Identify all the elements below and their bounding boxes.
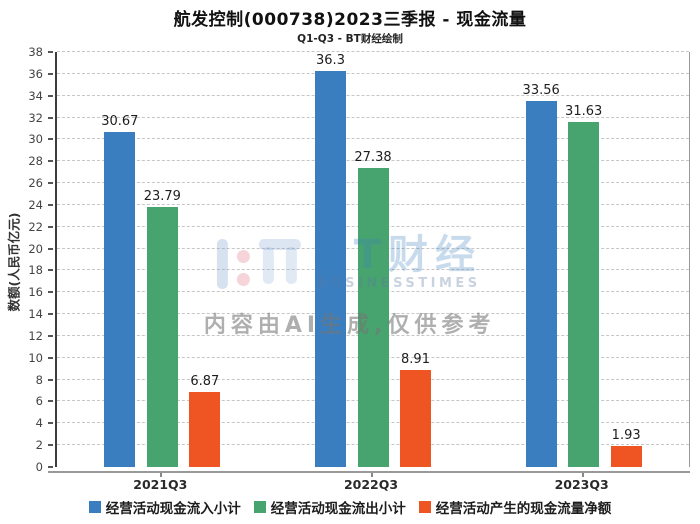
y-tick-mark	[48, 422, 53, 425]
legend-swatch-icon	[88, 501, 101, 513]
x-tick-label: 2023Q3	[554, 477, 609, 492]
gridline	[57, 51, 689, 52]
bar-value-label: 1.93	[611, 427, 641, 443]
x-axis-line	[48, 471, 690, 477]
bar-value-label: 23.79	[143, 189, 181, 205]
y-tick-mark	[48, 225, 53, 228]
legend: 经营活动现金流入小计 经营活动现金流出小计 经营活动产生的现金流量净额	[0, 497, 700, 517]
y-tick-label: 24	[28, 197, 43, 212]
legend-item: 经营活动产生的现金流量净额	[418, 497, 612, 517]
bar-value-label: 6.87	[190, 373, 220, 389]
y-axis: 0 2 4 6 8 10 12 14 16 18 20 22 24 26 28 30 32 34 36 38	[0, 45, 53, 474]
y-tick-label: 32	[28, 110, 43, 125]
legend-item: 经营活动现金流出小计	[253, 497, 406, 517]
y-tick-mark	[48, 247, 53, 250]
watermark-logo-row: BT财经 BUSINESSTIMES	[217, 235, 482, 291]
y-tick-label: 26	[28, 176, 43, 191]
x-tick-mark	[160, 473, 163, 477]
bt-logo-icon	[217, 237, 302, 289]
bar	[315, 70, 346, 467]
y-tick-mark	[48, 313, 53, 316]
x-tick-mark	[581, 473, 584, 477]
y-tick-mark	[48, 334, 53, 337]
y-tick-label: 10	[28, 350, 43, 365]
y-tick-label: 36	[28, 66, 43, 81]
legend-swatch-icon	[418, 501, 431, 513]
y-tick-label: 2	[35, 438, 43, 453]
legend-label: 经营活动产生的现金流量净额	[435, 501, 612, 517]
bar	[525, 100, 557, 467]
chart-subtitle: Q1-Q3 - BT财经绘制	[297, 33, 403, 45]
y-tick-label: 6	[35, 394, 43, 409]
y-tick-label: 14	[28, 307, 43, 322]
y-tick-label: 38	[28, 45, 43, 59]
bar-value-label: 31.63	[565, 103, 603, 119]
gridline	[57, 160, 689, 162]
x-axis-labels: 2021Q3 2022Q3 2023Q3	[55, 477, 687, 495]
bar	[189, 391, 221, 467]
y-tick-mark	[48, 182, 53, 185]
y-tick-label: 34	[28, 88, 43, 103]
plot-area: BT财经 BUSINESSTIMES 内容由AI生成,仅供参考 30.67 23.…	[55, 51, 690, 467]
y-tick-mark	[48, 160, 53, 163]
y-tick-label: 12	[28, 328, 43, 343]
bar-value-label: 8.91	[401, 351, 430, 367]
chart-title: 航发控制(000738)2023三季报 - 现金流量	[173, 10, 527, 30]
y-tick-label: 28	[28, 154, 43, 169]
logo-bar-shape	[217, 239, 229, 289]
bar-value-label: 27.38	[354, 149, 392, 165]
y-tick-mark	[48, 94, 53, 97]
legend-item: 经营活动现金流入小计	[88, 497, 241, 517]
y-tick-mark	[48, 378, 53, 381]
y-tick-label: 18	[28, 263, 43, 278]
y-tick-label: 0	[35, 460, 43, 474]
y-tick-mark	[48, 356, 53, 359]
logo-pi-shape	[259, 239, 302, 289]
gridline	[57, 72, 689, 74]
bar-value-label: 36.3	[316, 52, 345, 68]
x-tick-label: 2021Q3	[133, 477, 188, 492]
legend-label: 经营活动现金流入小计	[105, 501, 241, 517]
x-tick-mark	[371, 473, 373, 477]
y-tick-label: 20	[28, 241, 43, 256]
bar	[357, 167, 389, 467]
bar	[400, 369, 431, 467]
bar	[104, 132, 136, 467]
y-tick-label: 16	[28, 285, 43, 300]
gridline	[57, 116, 689, 118]
y-tick-mark	[48, 72, 53, 75]
gridline	[57, 94, 689, 96]
gridline	[57, 138, 689, 140]
legend-label: 经营活动现金流出小计	[270, 501, 406, 517]
y-tick-mark	[48, 400, 53, 403]
bar	[610, 445, 642, 467]
bar	[146, 207, 178, 467]
x-tick-label: 2022Q3	[343, 477, 399, 492]
bar-value-label: 33.56	[522, 82, 560, 98]
y-tick-mark	[48, 466, 53, 468]
y-tick-mark	[48, 291, 53, 294]
y-tick-label: 30	[28, 132, 43, 147]
y-tick-label: 4	[35, 416, 43, 431]
y-tick-mark	[48, 269, 53, 272]
watermark: BT财经 BUSINESSTIMES 内容由AI生成,仅供参考	[204, 235, 496, 339]
bar	[568, 121, 600, 467]
y-tick-mark	[48, 138, 53, 141]
legend-swatch-icon	[253, 501, 266, 513]
y-tick-mark	[48, 203, 53, 206]
y-tick-mark	[48, 444, 53, 447]
bar-value-label: 30.67	[101, 114, 139, 130]
y-tick-label: 8	[35, 372, 43, 387]
y-tick-mark	[48, 116, 53, 119]
y-tick-mark	[48, 51, 53, 53]
y-tick-label: 22	[28, 219, 43, 234]
